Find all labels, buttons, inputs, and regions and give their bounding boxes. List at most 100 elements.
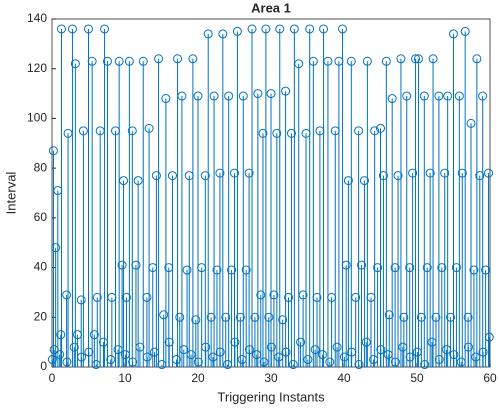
stem-marker	[208, 352, 218, 362]
stem-marker	[449, 29, 458, 39]
stem-marker	[434, 355, 444, 365]
y-tick-label: 40	[34, 260, 48, 274]
stem-marker	[310, 345, 320, 355]
stem-marker	[244, 345, 254, 355]
stem-marker	[325, 357, 335, 367]
stem-marker	[411, 54, 421, 64]
stem-marker	[457, 168, 467, 178]
stem-marker	[434, 91, 444, 101]
stem-marker	[351, 292, 361, 302]
stem-marker	[259, 357, 269, 367]
stem-marker	[98, 337, 108, 347]
stem-marker	[218, 29, 228, 39]
stem-marker	[193, 91, 203, 101]
x-tick-label: 40	[337, 371, 351, 385]
stem-marker	[193, 357, 203, 367]
stem-marker	[412, 347, 422, 357]
stem-marker	[89, 330, 99, 340]
stem-marker	[200, 171, 210, 181]
stem-marker	[69, 342, 79, 352]
stem-marker	[117, 260, 127, 270]
stem-marker	[56, 330, 66, 340]
stem-marker	[390, 357, 400, 367]
stem-marker	[357, 260, 367, 270]
stem-marker	[247, 24, 257, 34]
stem-marker	[232, 26, 242, 36]
stem-marker	[48, 146, 58, 156]
stem-marker	[446, 312, 456, 322]
stem-marker	[437, 263, 447, 273]
stem-marker	[121, 292, 131, 302]
stem-marker	[241, 265, 251, 275]
stem-marker	[151, 171, 161, 181]
stem-marker	[381, 56, 391, 66]
y-tick-label: 20	[34, 309, 48, 323]
stem-marker	[354, 360, 364, 370]
stem-marker	[253, 89, 263, 99]
stem-marker	[252, 350, 262, 360]
stem-marker	[484, 168, 494, 178]
stem-marker	[478, 91, 488, 101]
stem-marker	[261, 24, 271, 34]
stem-marker	[281, 86, 291, 96]
stem-marker	[76, 295, 86, 305]
stem-marker	[206, 312, 216, 322]
stem-marker	[405, 263, 415, 273]
stem-marker	[442, 345, 452, 355]
stem-marker	[188, 54, 198, 64]
stem-marker	[456, 357, 466, 367]
stem-marker	[428, 54, 438, 64]
stem-marker	[478, 347, 488, 357]
stem-marker	[84, 24, 93, 34]
stem-marker	[51, 243, 61, 253]
stem-marker	[114, 56, 124, 66]
stem-marker	[405, 352, 415, 362]
stem-marker	[128, 357, 138, 367]
stem-marker	[408, 168, 418, 178]
stem-marker	[67, 24, 77, 34]
stem-marker	[154, 54, 164, 64]
stem-marker	[339, 352, 349, 362]
stem-marker	[201, 342, 211, 352]
stem-marker	[256, 290, 266, 300]
stem-marker	[373, 263, 383, 273]
stem-marker	[419, 91, 429, 101]
y-tick-label: 100	[27, 111, 47, 125]
stem-marker	[305, 24, 315, 34]
stem-marker	[221, 312, 231, 322]
stem-marker	[144, 123, 154, 133]
chart-title: Area 1	[251, 0, 291, 15]
stem-marker	[142, 352, 152, 362]
stem-marker	[100, 24, 110, 34]
y-axis-label: Interval	[3, 172, 18, 215]
stem-marker	[284, 292, 294, 302]
stem-marker	[237, 355, 247, 365]
x-tick-label: 50	[410, 371, 424, 385]
stem-marker	[269, 290, 279, 300]
stem-marker	[106, 355, 116, 365]
stem-marker	[124, 56, 134, 66]
stem-marker	[303, 355, 313, 365]
stem-marker	[56, 24, 66, 34]
stem-marker	[78, 126, 88, 136]
y-tick-label: 0	[40, 359, 47, 373]
stem-marker	[92, 292, 102, 302]
stem-marker	[308, 56, 318, 66]
stem-marker	[359, 176, 369, 186]
stem-marker	[454, 91, 464, 101]
stem-marker	[294, 59, 304, 69]
stem-marker	[171, 355, 181, 365]
stem-marker	[369, 355, 379, 365]
stem-marker	[289, 24, 299, 34]
stem-marker	[463, 342, 473, 352]
stem-marker	[319, 24, 329, 34]
stem-marker	[55, 350, 65, 360]
stem-marker	[343, 176, 353, 186]
stem-marker	[62, 357, 72, 367]
stem-marker	[131, 260, 141, 270]
stem-marker	[47, 355, 57, 365]
stem-marker	[230, 337, 240, 347]
stem-marker	[281, 347, 291, 357]
stem-marker	[215, 347, 225, 357]
y-tick-label: 120	[27, 61, 47, 75]
